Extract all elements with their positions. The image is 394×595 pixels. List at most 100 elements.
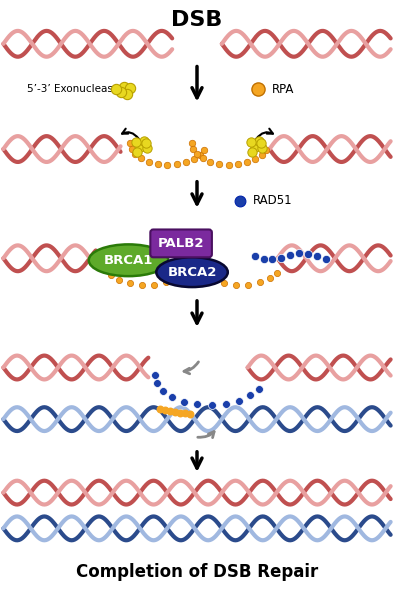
Point — [172, 274, 178, 283]
Point — [179, 268, 186, 278]
Point — [235, 159, 242, 169]
Point — [257, 278, 263, 287]
Point — [207, 157, 214, 167]
Point — [134, 148, 141, 157]
Point — [260, 254, 267, 264]
Text: 5’-3’ Exonuclease: 5’-3’ Exonuclease — [27, 84, 119, 95]
Point — [139, 280, 145, 290]
Point — [201, 145, 207, 155]
Point — [167, 406, 173, 416]
Text: RAD51: RAD51 — [253, 194, 292, 207]
Text: BRCA1: BRCA1 — [104, 253, 153, 267]
Point — [125, 90, 131, 99]
Point — [269, 255, 276, 264]
Point — [112, 84, 119, 94]
Point — [225, 160, 232, 170]
Point — [102, 265, 109, 274]
Point — [187, 409, 193, 419]
Point — [137, 142, 143, 152]
Point — [182, 409, 188, 418]
Point — [236, 196, 243, 205]
Point — [189, 138, 195, 148]
Point — [258, 150, 265, 159]
Point — [252, 155, 258, 164]
Point — [216, 159, 222, 169]
Point — [145, 157, 152, 167]
Text: RPA: RPA — [271, 83, 294, 96]
Point — [100, 258, 107, 268]
Point — [305, 249, 311, 259]
Point — [133, 137, 139, 147]
Point — [144, 143, 151, 153]
Text: DSB: DSB — [171, 10, 223, 30]
Text: PALB2: PALB2 — [158, 237, 204, 250]
Point — [172, 407, 178, 416]
Point — [169, 392, 175, 402]
Point — [257, 138, 264, 148]
Point — [247, 137, 254, 147]
Point — [236, 396, 242, 405]
Point — [154, 159, 161, 169]
Point — [251, 252, 258, 261]
Point — [244, 158, 251, 167]
Point — [233, 280, 239, 290]
Point — [132, 149, 139, 159]
Point — [278, 253, 284, 262]
Point — [191, 155, 197, 164]
Point — [141, 136, 147, 146]
Point — [195, 258, 201, 268]
FancyBboxPatch shape — [151, 230, 212, 257]
Point — [180, 397, 187, 406]
Point — [199, 154, 206, 163]
Point — [274, 268, 280, 278]
Point — [258, 143, 265, 153]
Point — [255, 136, 262, 146]
Point — [190, 144, 197, 154]
Point — [117, 87, 124, 97]
Point — [255, 384, 262, 394]
Point — [116, 275, 122, 285]
Point — [194, 149, 200, 159]
Point — [160, 386, 166, 395]
Point — [108, 271, 114, 280]
Point — [223, 399, 229, 409]
Point — [152, 371, 158, 380]
Point — [126, 278, 133, 288]
Ellipse shape — [89, 245, 168, 276]
Point — [162, 405, 168, 415]
Point — [197, 150, 203, 159]
Point — [128, 144, 135, 154]
Point — [162, 278, 169, 287]
Point — [121, 83, 127, 92]
Point — [314, 252, 320, 261]
Point — [251, 142, 258, 152]
Point — [151, 280, 157, 289]
Point — [296, 249, 303, 258]
Point — [183, 158, 189, 167]
Point — [221, 278, 227, 288]
Point — [157, 405, 164, 414]
Point — [174, 159, 180, 169]
Point — [194, 400, 200, 409]
Point — [323, 254, 329, 264]
Point — [210, 275, 217, 285]
Ellipse shape — [156, 257, 228, 287]
Point — [164, 160, 170, 170]
Point — [177, 408, 183, 417]
Point — [255, 84, 261, 94]
Point — [197, 265, 203, 274]
Point — [262, 145, 269, 155]
Point — [127, 138, 134, 148]
Point — [202, 271, 208, 280]
Text: BRCA2: BRCA2 — [167, 266, 217, 278]
Point — [154, 378, 160, 388]
Point — [127, 84, 134, 93]
Point — [245, 280, 251, 289]
Point — [208, 400, 215, 410]
Point — [249, 148, 255, 157]
Point — [267, 274, 273, 283]
Text: Completion of DSB Repair: Completion of DSB Repair — [76, 563, 318, 581]
Point — [138, 154, 144, 163]
Point — [287, 250, 294, 260]
Point — [247, 391, 253, 400]
